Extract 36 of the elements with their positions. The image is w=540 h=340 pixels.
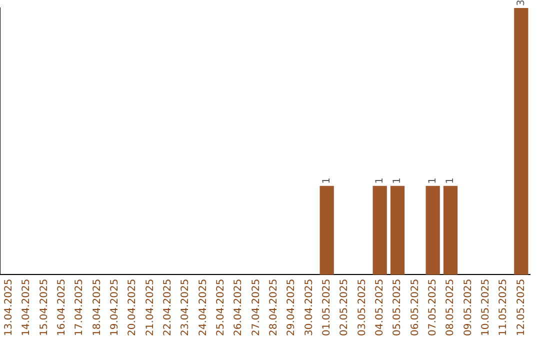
x-tick-label: 08.05.2025 — [445, 278, 456, 336]
x-tick-label: 18.04.2025 — [92, 278, 103, 336]
x-tick-label: 02.05.2025 — [339, 278, 350, 336]
x-tick-label: 09.05.2025 — [462, 278, 474, 336]
x-tick-label: 19.04.2025 — [109, 278, 120, 336]
x-tick-label: 04.05.2025 — [374, 278, 386, 336]
x-tick-label: 12.05.2025 — [516, 278, 527, 336]
x-tick-label: 20.04.2025 — [127, 278, 138, 336]
x-tick-label: 10.05.2025 — [480, 278, 492, 336]
x-tick-label: 05.05.2025 — [392, 278, 404, 336]
x-tick-label: 23.04.2025 — [180, 278, 192, 336]
data-label: 1 — [445, 177, 456, 184]
x-tick-label: 22.04.2025 — [162, 278, 174, 336]
x-tick-label: 26.04.2025 — [233, 278, 244, 336]
x-tick-label: 17.04.2025 — [74, 278, 86, 336]
x-tick-label: 16.04.2025 — [56, 278, 68, 336]
data-label: 1 — [392, 177, 404, 184]
data-label: 1 — [374, 177, 386, 184]
x-tick-label: 27.04.2025 — [250, 278, 262, 336]
x-tick-label: 13.04.2025 — [3, 278, 14, 336]
x-tick-label: 06.05.2025 — [410, 278, 421, 336]
x-tick-label: 29.04.2025 — [286, 278, 298, 336]
x-tick-label: 30.04.2025 — [304, 278, 315, 336]
data-label: 3 — [516, 0, 527, 6]
x-tick-label: 24.04.2025 — [198, 278, 209, 336]
x-tick-label: 28.04.2025 — [268, 278, 280, 336]
x-tick-label: 15.04.2025 — [38, 278, 50, 336]
x-tick-label: 14.04.2025 — [21, 278, 32, 336]
x-tick-label: 01.05.2025 — [321, 278, 332, 336]
x-tick-label: 21.04.2025 — [144, 278, 156, 336]
data-label: 1 — [321, 177, 332, 184]
data-label: 1 — [427, 177, 438, 184]
x-tick-label: 25.04.2025 — [215, 278, 226, 336]
x-tick-label: 07.05.2025 — [427, 278, 438, 336]
x-tick-label: 11.05.2025 — [498, 278, 510, 336]
x-tick-label: 03.05.2025 — [356, 278, 368, 336]
